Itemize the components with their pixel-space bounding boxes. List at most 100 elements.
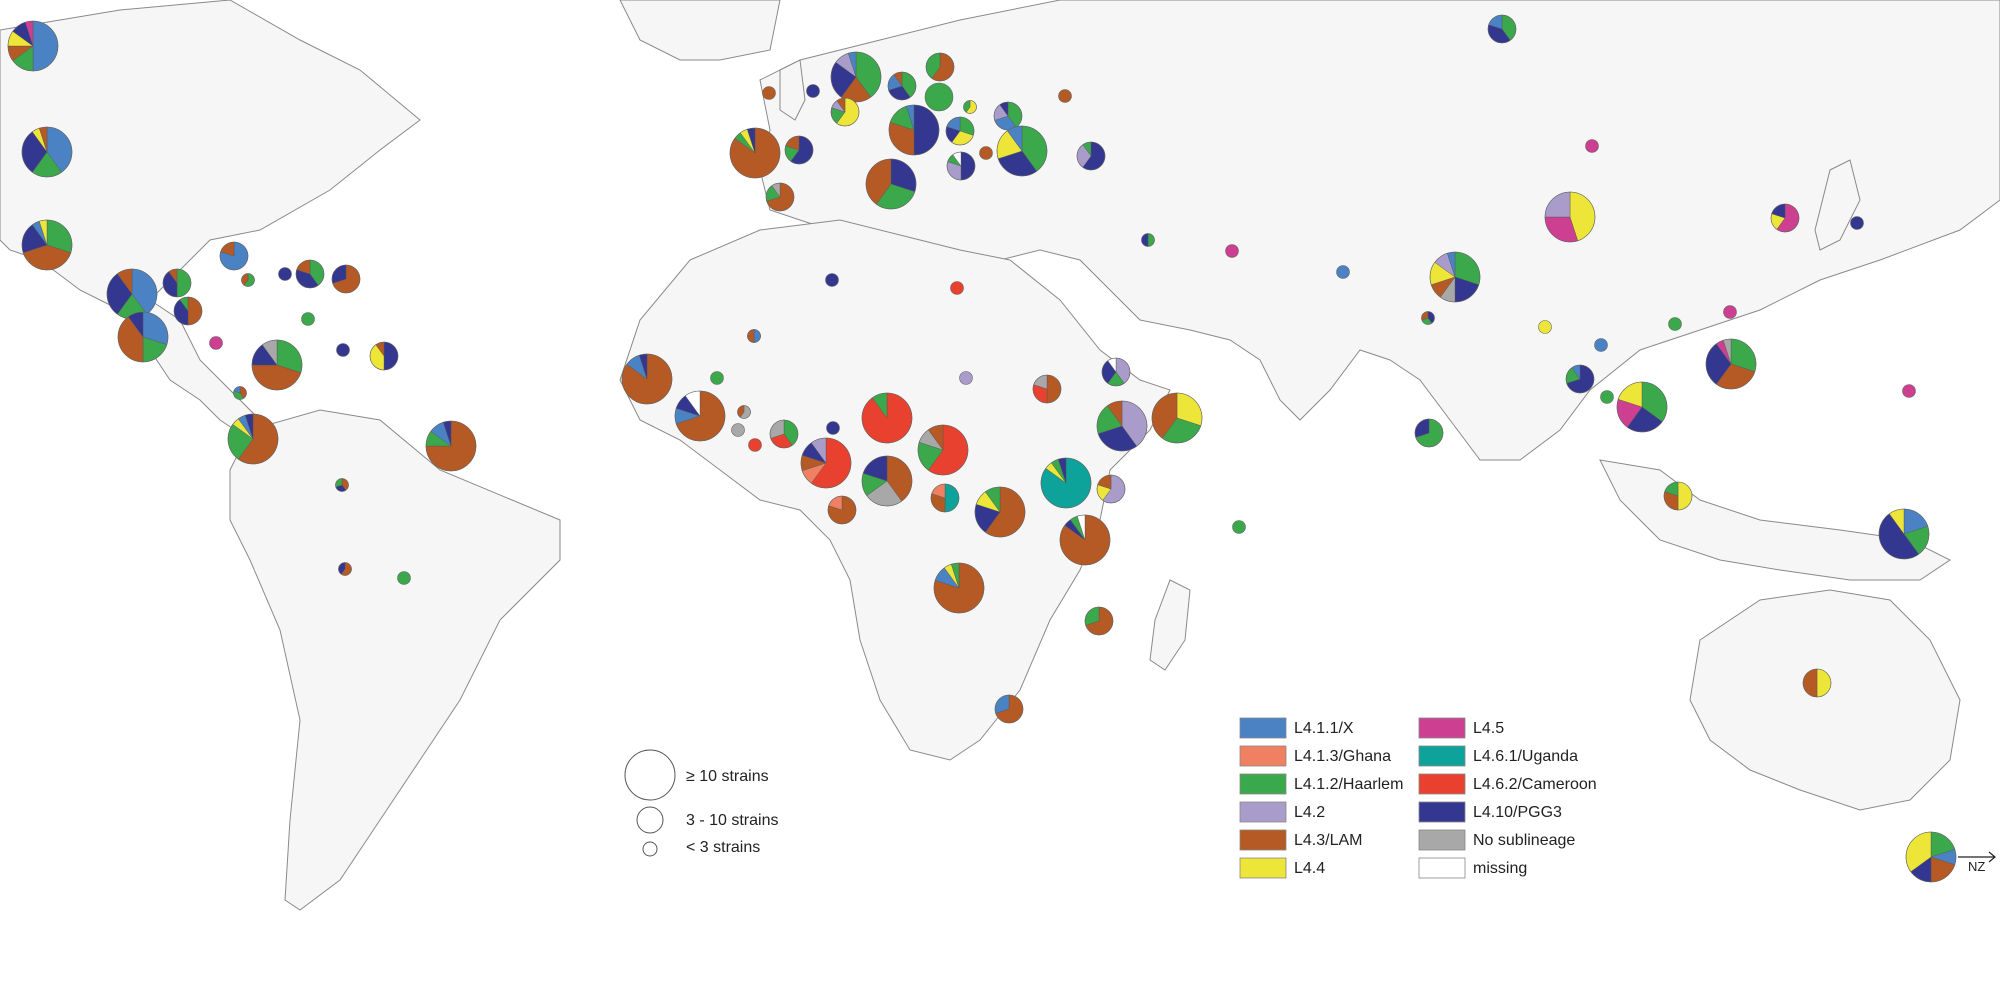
pie-slice-l4-1-2-haarlem — [1232, 520, 1246, 534]
pie-slice-l4-10-pgg3 — [383, 341, 399, 371]
pie-nigeria — [861, 392, 913, 444]
pie-outline — [1429, 251, 1481, 303]
pie-outline — [729, 127, 781, 179]
legend-label-no-sublineage: No sublineage — [1473, 832, 1575, 849]
pie-outline — [917, 424, 969, 476]
pie-outline — [1059, 514, 1111, 566]
pie-romania — [996, 125, 1048, 177]
pie-outline — [1705, 338, 1757, 390]
size-legend: ≥ 10 strains 3 - 10 strains < 3 strains — [624, 749, 778, 857]
pie-philippines — [1705, 338, 1757, 390]
pie-laos — [1594, 338, 1608, 352]
pie-seychelles — [1232, 520, 1246, 534]
pie-outline — [737, 405, 751, 419]
pie-alaska — [7, 20, 59, 72]
pie-mali — [747, 329, 761, 343]
pie-benin — [800, 437, 852, 489]
pie-slice-l4-5 — [1225, 244, 1239, 258]
pie-borneo — [1663, 481, 1693, 511]
pie-uk — [830, 51, 882, 103]
size-legend-small-circle — [642, 841, 658, 857]
pie-australia — [1802, 668, 1832, 698]
pie-outline — [925, 52, 955, 82]
pie-netherlands — [887, 71, 917, 101]
pie-cambodia — [1600, 390, 1614, 404]
pie-brazil — [425, 420, 477, 472]
land-australia — [1689, 589, 1961, 811]
pie-somalia — [1151, 392, 1203, 444]
pie-thailand — [1565, 364, 1595, 394]
pie-guyana — [369, 341, 399, 371]
pie-outline — [1076, 141, 1106, 171]
legend-label-l4-6-1-uganda: L4.6.1/Uganda — [1473, 748, 1578, 765]
pie-slice-l4-1-2-haarlem — [397, 571, 411, 585]
pie-outline — [1616, 381, 1668, 433]
pie-spain — [729, 127, 781, 179]
pie-puerto-rico — [331, 264, 361, 294]
pie-nepal — [1429, 251, 1481, 303]
land-maritime-se-asia — [1599, 459, 1951, 581]
pie-guinea — [674, 390, 726, 442]
pie-outline — [425, 420, 477, 472]
nz-arrow-head — [1988, 851, 1996, 863]
pie-afghan — [1225, 244, 1239, 258]
pie-outline — [930, 483, 960, 513]
pie-chad — [959, 371, 973, 385]
pie-sierra-leone — [737, 405, 751, 419]
pie-czech — [963, 100, 977, 114]
pie-tanzania — [1059, 514, 1111, 566]
legend-label-l4-10-pgg3: L4.10/PGG3 — [1473, 804, 1562, 821]
pie-nz — [1905, 831, 1957, 883]
pie-germany — [924, 82, 954, 112]
pie-algeria — [825, 273, 839, 287]
pie-cameroon-s — [861, 455, 913, 507]
pie-hungary — [945, 116, 975, 146]
pie-outline — [747, 329, 761, 343]
pie-slice-l4-1-1-x — [1336, 265, 1350, 279]
pie-honduras — [173, 296, 203, 326]
pie-slice-l4-1-2-haarlem — [1600, 390, 1614, 404]
pie-japan — [1850, 216, 1864, 230]
pie-slice-l4-2 — [959, 371, 973, 385]
pie-outline — [1096, 400, 1148, 452]
pie-outline — [784, 135, 814, 165]
lineage-legend: L4.1.1/X L4.1.3/Ghana L4.1.2/Haarlem L4.2 L4… — [1239, 717, 1597, 879]
pie-outline — [1421, 311, 1435, 325]
pie-costa-rica — [209, 336, 223, 350]
pie-mongolia — [1585, 139, 1599, 153]
pie-outline — [162, 268, 192, 298]
pie-ethiopia — [1101, 357, 1131, 387]
pie-iran — [1141, 233, 1155, 247]
pie-outline — [994, 694, 1024, 724]
legend-swatch-l4-1-3-ghana — [1239, 745, 1287, 767]
pie-outline — [861, 455, 913, 507]
pie-colombia — [251, 339, 303, 391]
pie-haiti — [278, 267, 292, 281]
pie-france — [830, 97, 860, 127]
pie-cote-ivoire — [748, 438, 762, 452]
pie-outline — [974, 486, 1026, 538]
pie-south-africa — [994, 694, 1024, 724]
pie-outline — [1905, 831, 1957, 883]
pie-dominican-rep — [295, 259, 325, 289]
legend-label-l4-3-lam: L4.3/LAM — [1294, 832, 1362, 849]
pie-outline — [1565, 364, 1595, 394]
pie-belize — [162, 268, 192, 298]
pie-outline — [227, 413, 279, 465]
pie-outline — [1141, 233, 1155, 247]
pie-turkey — [1076, 141, 1106, 171]
pie-outline — [21, 126, 73, 178]
pie-outline — [173, 296, 203, 326]
pie-outline — [1802, 668, 1832, 698]
legend-swatch-l4-6-2-cameroon — [1418, 773, 1466, 795]
pie-outline — [295, 259, 325, 289]
pie-slice-l4-1-1-x — [1594, 338, 1608, 352]
pie-pakistan — [1336, 265, 1350, 279]
pie-florida — [219, 241, 249, 271]
pie-markers — [7, 14, 1957, 883]
pie-outline — [331, 264, 361, 294]
pie-gambia — [621, 353, 673, 405]
land-greenland — [619, 0, 781, 61]
pie-serbia — [979, 146, 993, 160]
